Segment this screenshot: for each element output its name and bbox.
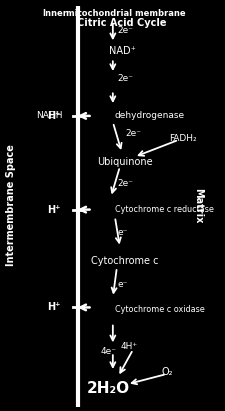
- Text: 4e⁻: 4e⁻: [100, 347, 116, 356]
- Text: NADH: NADH: [36, 111, 63, 120]
- Text: Cytochrome c oxidase: Cytochrome c oxidase: [114, 305, 204, 314]
- Text: e⁻: e⁻: [117, 280, 128, 289]
- Text: 2H₂O: 2H₂O: [87, 381, 130, 396]
- Text: H⁺: H⁺: [47, 205, 61, 215]
- Text: Cytochrome c: Cytochrome c: [91, 256, 158, 266]
- Text: O₂: O₂: [161, 367, 173, 377]
- Text: Intermembrane Space: Intermembrane Space: [6, 145, 16, 266]
- Text: 2e⁻: 2e⁻: [116, 25, 132, 35]
- Text: H⁺: H⁺: [47, 111, 61, 121]
- Text: Citric Acid Cycle: Citric Acid Cycle: [77, 18, 166, 28]
- Text: Matrix: Matrix: [192, 188, 202, 223]
- Text: 2e⁻: 2e⁻: [116, 74, 132, 83]
- Text: 2e⁻: 2e⁻: [124, 129, 140, 138]
- Text: Ubiquinone: Ubiquinone: [97, 157, 152, 167]
- Text: NAD⁺: NAD⁺: [108, 46, 135, 56]
- Text: dehydrogenase: dehydrogenase: [114, 111, 184, 120]
- Text: Inner: Inner: [42, 9, 67, 18]
- Text: e⁻: e⁻: [117, 228, 128, 237]
- Text: FADH₂: FADH₂: [169, 134, 196, 143]
- Text: H⁺: H⁺: [47, 302, 61, 312]
- Text: mitochondrial membrane: mitochondrial membrane: [66, 9, 185, 18]
- Text: 4H⁺: 4H⁺: [120, 342, 137, 351]
- Text: Cytochrome c reductase: Cytochrome c reductase: [114, 205, 213, 214]
- Text: 2e⁻: 2e⁻: [116, 179, 132, 188]
